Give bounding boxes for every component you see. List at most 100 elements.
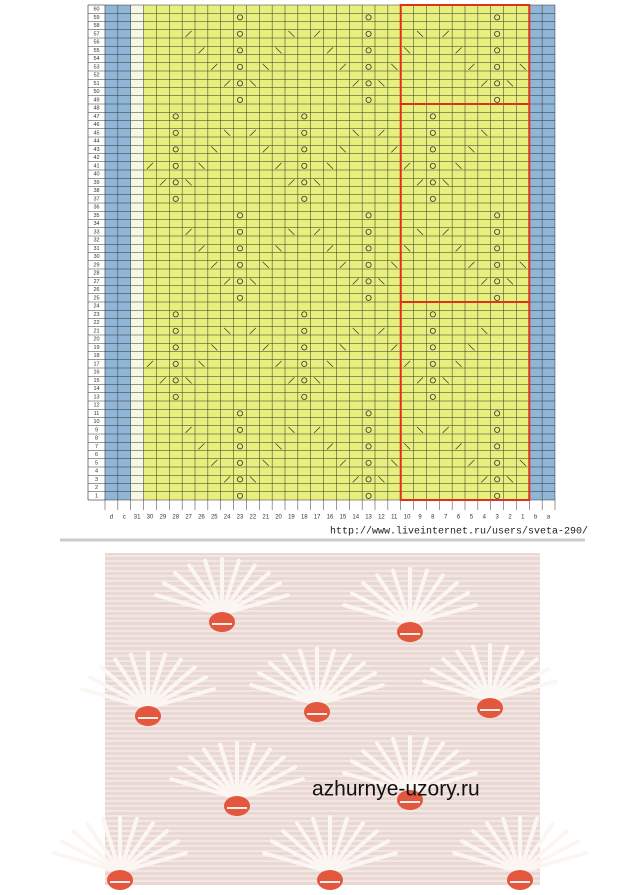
fan-rib — [518, 829, 569, 874]
column-label: 13 — [365, 515, 372, 521]
decrease — [468, 459, 475, 467]
decrease — [403, 162, 411, 170]
row-number: 6 — [95, 452, 98, 458]
yarn-over — [429, 327, 436, 334]
row-number: 53 — [93, 64, 99, 70]
yarn-over — [236, 212, 243, 219]
row-number: 42 — [93, 155, 99, 161]
yarn-over — [494, 30, 501, 37]
fan-rib — [488, 657, 539, 702]
yarn-over — [236, 476, 243, 483]
fan-rib — [235, 742, 256, 800]
row-number: 36 — [93, 205, 99, 211]
decrease — [185, 179, 192, 186]
fan-rib — [315, 653, 352, 706]
fan-rib — [113, 657, 150, 710]
row-number: 37 — [93, 196, 99, 202]
fan-rib — [256, 671, 319, 706]
row-number: 10 — [93, 419, 99, 425]
yarn-over — [365, 30, 372, 37]
decrease — [313, 377, 321, 384]
fan-rib — [518, 851, 588, 874]
fan-rib — [71, 829, 122, 874]
fan-rib — [295, 821, 332, 874]
fan-rib — [59, 839, 122, 874]
decrease — [262, 261, 269, 269]
column-label: 16 — [327, 515, 334, 521]
yarn-over — [429, 129, 436, 136]
eyelet — [507, 870, 533, 890]
row-number: 14 — [93, 386, 99, 392]
column-label: 15 — [340, 515, 347, 521]
fan-rib — [52, 851, 122, 874]
fan-rib — [220, 593, 290, 616]
column-label: 11 — [391, 515, 398, 521]
yarn-over — [365, 278, 372, 285]
column-label: 5 — [470, 515, 474, 521]
row-number: 39 — [93, 180, 99, 186]
row-number: 34 — [93, 221, 99, 227]
yarn-over — [429, 179, 436, 186]
decrease — [403, 443, 411, 450]
decrease — [275, 47, 282, 54]
yarn-over — [365, 443, 372, 450]
yarn-over — [301, 360, 308, 367]
column-label: 17 — [314, 515, 321, 521]
row-number: 49 — [93, 97, 99, 103]
fan-rib — [118, 816, 139, 874]
yarn-over — [494, 278, 501, 285]
decrease — [339, 146, 347, 153]
fan-rib — [408, 759, 471, 794]
row-number: 56 — [93, 40, 99, 46]
decrease — [339, 63, 347, 71]
decrease — [519, 63, 527, 71]
decrease — [249, 476, 257, 483]
yarn-over — [236, 443, 243, 450]
yarn-over — [172, 146, 179, 153]
decrease — [185, 377, 192, 384]
yarn-over — [494, 459, 501, 466]
decrease — [442, 179, 449, 186]
yarn-over — [301, 344, 308, 351]
fan-rib — [328, 839, 391, 874]
fan-rib — [459, 839, 522, 874]
fan-rib — [408, 581, 459, 626]
yarn-over — [365, 245, 372, 252]
decrease — [146, 162, 154, 170]
fan-rib — [118, 851, 188, 874]
fan-rib — [361, 749, 412, 794]
yarn-over — [172, 195, 179, 202]
yarn-over — [365, 476, 372, 483]
decrease — [288, 179, 295, 186]
decrease — [468, 63, 475, 71]
decrease — [185, 30, 192, 38]
column-label: 3 — [495, 515, 499, 521]
decrease — [211, 63, 218, 71]
eyelet — [397, 622, 423, 642]
yarn-over — [172, 162, 179, 169]
fan-rib — [146, 675, 209, 710]
row-number: 4 — [95, 469, 98, 475]
decrease — [352, 278, 359, 285]
row-number: 31 — [93, 246, 99, 252]
yarn-over — [301, 327, 308, 334]
decrease — [391, 63, 398, 71]
yarn-over — [365, 261, 372, 268]
yarn-over — [365, 426, 372, 433]
decrease — [326, 245, 334, 252]
yarn-over — [429, 311, 436, 318]
decrease — [416, 377, 424, 384]
yarn-over — [494, 492, 501, 499]
decrease — [326, 47, 334, 54]
decrease — [249, 278, 257, 285]
decrease — [481, 278, 488, 285]
row-number: 16 — [93, 370, 99, 376]
decrease — [455, 443, 462, 450]
row-number: 52 — [93, 73, 99, 79]
decrease — [275, 443, 282, 450]
yarn-over — [172, 377, 179, 384]
fan-rib — [161, 581, 224, 616]
row-number: 47 — [93, 114, 99, 120]
decrease — [416, 179, 424, 186]
